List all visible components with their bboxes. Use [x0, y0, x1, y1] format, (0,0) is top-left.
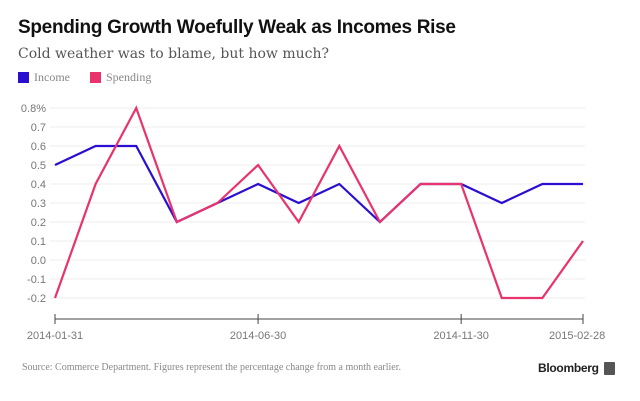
legend-item-income: Income [18, 70, 70, 85]
y-tick-label: 0.7 [31, 122, 46, 134]
x-tick-label: 2014-06-30 [230, 330, 286, 342]
legend-swatch-income [18, 72, 29, 83]
y-tick-label: 0.3 [31, 198, 46, 210]
x-tick-label: 2014-01-31 [27, 330, 83, 342]
legend-swatch-spending [89, 72, 101, 83]
y-tick-label: 0.6 [31, 141, 46, 153]
y-tick-label: 0.4 [31, 179, 46, 191]
y-tick-label: -0.2 [27, 293, 46, 305]
legend-label-income: Income [34, 70, 70, 84]
y-tick-label: -0.1 [27, 274, 46, 286]
legend: Income Spending [18, 70, 151, 85]
chart-title: Spending Growth Woefully Weak as Incomes… [18, 17, 456, 38]
y-tick-label: 0.5 [31, 160, 46, 172]
series-line-income [54, 144, 583, 224]
y-tick-label: 0.1 [31, 236, 46, 248]
series-line-spending [53, 105, 584, 300]
y-tick-label: 0.0 [31, 255, 46, 267]
chart-subtitle: Cold weather was to blame, but how much? [18, 46, 330, 62]
x-tick-label: 2014-11-30 [433, 330, 488, 342]
legend-item-spending: Spending [89, 70, 152, 85]
bloomberg-logo: Bloomberg [538, 361, 599, 375]
x-tick-label: 2015-02-28 [549, 330, 605, 342]
source-note: Source: Commerce Department. Figures rep… [22, 362, 402, 373]
y-tick-label: 0.2 [31, 217, 46, 229]
bloomberg-chart-icon [604, 362, 615, 375]
legend-label-spending: Spending [105, 70, 152, 84]
y-tick-label: 0.8% [21, 103, 46, 115]
